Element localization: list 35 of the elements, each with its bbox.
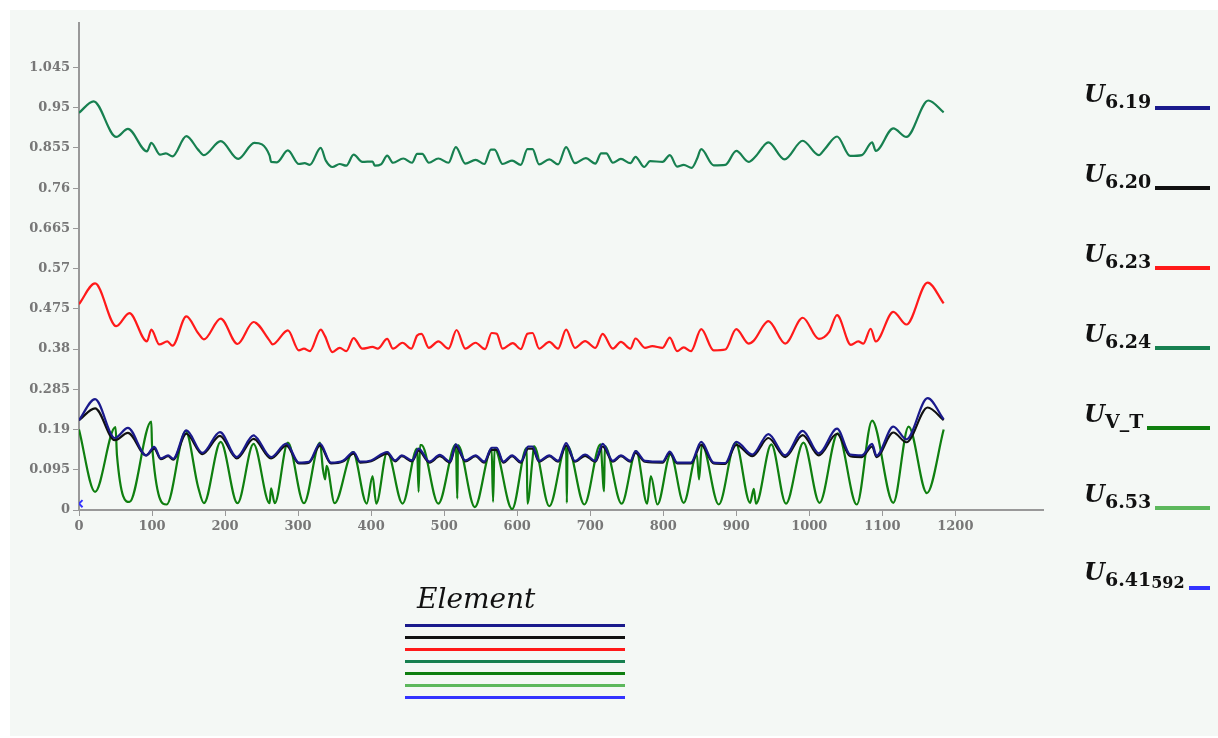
legend-label: U$_{V_T}$ [1083, 399, 1144, 432]
line-series [79, 99, 945, 169]
y-tick-label: 0.285 [29, 380, 70, 396]
x-tick-label: 800 [649, 518, 677, 534]
y-tick-label: 0.76 [38, 179, 70, 195]
x-tick-label: 600 [503, 518, 531, 534]
x-tick-label: 1100 [864, 518, 901, 534]
legend-label: U$_{6.24}$ [1083, 319, 1152, 352]
y-tick-label: 0 [60, 501, 70, 517]
legend-label: U$_{6.19}$ [1083, 79, 1152, 112]
line-series [79, 281, 945, 354]
y-tick-label: 0.38 [38, 340, 70, 356]
x-tick-label: 700 [576, 518, 604, 534]
x-tick-label: 900 [722, 518, 750, 534]
x-tick-label: 1000 [791, 518, 828, 534]
x-axis-title: Element [417, 582, 537, 615]
x-tick-label: 0 [74, 518, 84, 534]
line-series [79, 419, 945, 510]
x-tick-label: 100 [138, 518, 166, 534]
x-tick-label: 1200 [937, 518, 974, 534]
y-tick-label: 0.95 [38, 99, 70, 115]
y-tick-label: 0.475 [29, 300, 70, 316]
x-tick-label: 200 [211, 518, 239, 534]
y-tick-label: 1.045 [29, 58, 70, 74]
y-tick-label: 0.095 [29, 461, 70, 477]
y-tick-label: 0.19 [38, 420, 70, 436]
x-tick-label: 400 [357, 518, 385, 534]
y-tick-label: 0.57 [38, 259, 70, 275]
legend-label: U$_{6.23}$ [1083, 239, 1152, 272]
x-tick-label: 300 [284, 518, 312, 534]
y-tick-label: 0.665 [29, 219, 70, 235]
legend-label: U$_{6.53}$ [1083, 479, 1152, 512]
y-tick-label: 0.855 [29, 139, 70, 155]
x-tick-label: 500 [430, 518, 458, 534]
legend-label: U$_{6.20}$ [1083, 159, 1152, 192]
